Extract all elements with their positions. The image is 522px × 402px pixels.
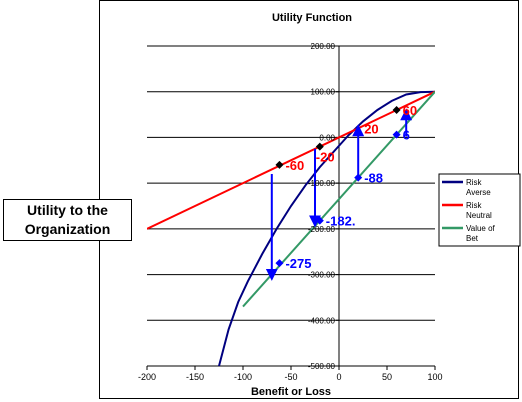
x-tick-label: -200 (138, 372, 156, 382)
legend-label: Risk Averse (466, 178, 491, 197)
blue-point (275, 259, 284, 268)
annotation-label: 6 (403, 128, 410, 143)
legend-label: Risk Neutral (466, 201, 492, 220)
legend-label: Value of Bet (466, 224, 496, 243)
data-points (275, 106, 401, 268)
x-tick-label: 50 (382, 372, 392, 382)
annotations: -60 -20 20 60 -275 -182. -88 6 (285, 103, 417, 271)
x-tick-label: -100 (234, 372, 252, 382)
x-tick-label: 0 (336, 372, 341, 382)
annotation-label: 60 (403, 103, 417, 118)
arrows (265, 108, 413, 281)
x-tick-label: 100 (427, 372, 442, 382)
gridlines (146, 45, 436, 370)
legend-label-line: Bet (466, 234, 479, 243)
legend-label-line: Risk (466, 201, 483, 210)
y-tick-label: -500.00 (308, 362, 336, 371)
tick-labels: 200.00 100.00 0.00 -100.00 -200.00 -300.00 -40… (138, 42, 443, 382)
x-tick-label: -150 (186, 372, 204, 382)
y-tick-label: 100.00 (311, 88, 336, 97)
black-point (315, 142, 324, 151)
y-tick-label: -300.00 (308, 271, 336, 280)
annotation-label: 20 (364, 121, 378, 136)
y-tick-label: -400.00 (308, 316, 336, 325)
x-tick-label: -50 (284, 372, 297, 382)
blue-point (315, 216, 324, 225)
blue-point (392, 130, 401, 139)
black-point (392, 106, 401, 114)
annotation-label: -20 (316, 150, 335, 165)
y-tick-label: -200.00 (308, 225, 336, 234)
annotation-label: -88 (364, 171, 383, 186)
annotation-label: -275 (285, 256, 311, 271)
legend-label-line: Neutral (466, 211, 492, 220)
y-tick-label: 200.00 (311, 42, 336, 51)
y-tick-label: -100.00 (308, 179, 336, 188)
legend-label-line: Risk (466, 178, 483, 187)
legend-box (438, 173, 521, 247)
chart-title: Utility Function (272, 12, 352, 24)
y-tick-label: 0.00 (319, 133, 335, 142)
series-line-risk-neutral (147, 90, 435, 230)
black-point (275, 160, 284, 169)
side-label: Utility to the Organization (3, 199, 132, 241)
x-axis-label: Benefit or Loss (251, 386, 331, 398)
series-line-risk-averse (218, 90, 435, 366)
annotation-label: -182. (326, 214, 356, 229)
blue-point (354, 173, 363, 182)
legend-label-line: Value of (466, 224, 496, 233)
legend-label-line: Averse (466, 188, 491, 197)
annotation-label: -60 (285, 158, 304, 173)
